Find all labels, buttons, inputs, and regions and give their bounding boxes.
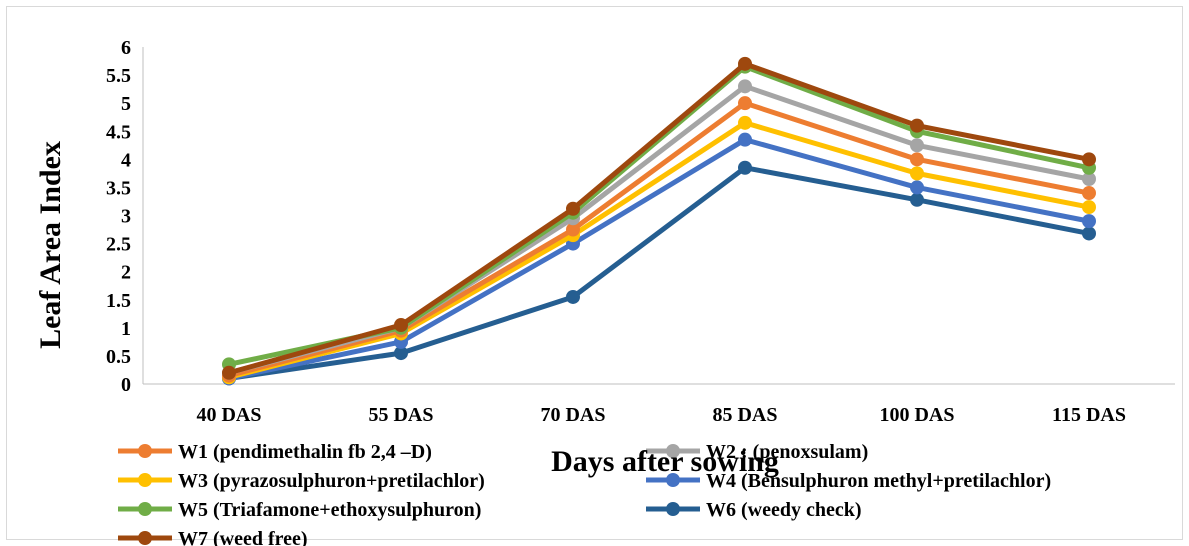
legend-swatch-marker: [138, 502, 152, 516]
data-point: [1082, 214, 1096, 229]
data-point: [394, 318, 408, 333]
data-point: [738, 132, 752, 147]
y-tick-label: 4.5: [106, 121, 131, 143]
series-line: [228, 64, 1090, 367]
series-3: [222, 115, 1096, 385]
legend-label: W5 (Triafamone+ethoxysulphuron): [178, 499, 481, 521]
series-line: [228, 137, 1090, 381]
series-layer: [222, 56, 1096, 386]
data-point: [394, 346, 408, 361]
data-point: [566, 201, 580, 216]
legend: W1 (pendimethalin fb 2,4 –D) W2 : (penoxs…: [118, 441, 1051, 546]
data-point: [1082, 171, 1096, 186]
y-tick-label: 1.5: [106, 290, 131, 312]
data-point: [910, 152, 924, 167]
legend-item: W1 (pendimethalin fb 2,4 –D): [118, 441, 432, 463]
data-point: [910, 138, 924, 153]
data-point: [1082, 200, 1096, 215]
x-tick-label: 85 DAS: [712, 404, 777, 426]
y-tick-label: 4: [121, 149, 131, 171]
data-point: [566, 289, 580, 304]
series-line: [228, 61, 1090, 376]
data-point: [738, 96, 752, 111]
legend-item: W6 (weedy check): [646, 499, 862, 521]
data-point: [222, 365, 236, 380]
y-tick-label: 0.5: [106, 346, 131, 368]
legend-swatch-marker: [138, 444, 152, 458]
legend-item: W2 : (penoxsulam): [646, 441, 868, 463]
legend-label: W2 : (penoxsulam): [706, 441, 868, 463]
data-point: [910, 166, 924, 181]
legend-label: W1 (pendimethalin fb 2,4 –D): [178, 441, 432, 463]
x-tick-label: 100 DAS: [879, 404, 954, 426]
data-point: [738, 115, 752, 130]
legend-item: W4 (Bensulphuron methyl+pretilachlor): [646, 470, 1051, 492]
axes: 0 0.5 1 1.5 2 2.5 3 3.5 4 4.5 5 5.5 6 40 DAS 55 DAS 70 …: [106, 37, 1175, 426]
legend-swatch-marker: [666, 473, 680, 487]
data-point: [738, 56, 752, 71]
series-line: [228, 100, 1090, 378]
x-tick-label: 40 DAS: [196, 404, 261, 426]
y-axis-label: Leaf Area Index: [34, 141, 67, 349]
data-point: [1082, 226, 1096, 241]
x-tick-label: 70 DAS: [540, 404, 605, 426]
series-7: [222, 56, 1096, 380]
legend-swatch-marker: [666, 444, 680, 458]
legend-label: W3 (pyrazosulphuron+pretilachlor): [178, 470, 485, 492]
y-tick-label: 5: [121, 93, 131, 115]
y-tick-label: 6: [121, 37, 131, 59]
legend-item: W3 (pyrazosulphuron+pretilachlor): [118, 470, 485, 492]
y-tick-label: 3.5: [106, 177, 131, 199]
data-point: [910, 118, 924, 133]
x-tick-label: 55 DAS: [368, 404, 433, 426]
y-tick-label: 3: [121, 206, 131, 228]
legend-item: W5 (Triafamone+ethoxysulphuron): [118, 499, 481, 521]
y-tick-label: 1: [121, 318, 131, 340]
y-tick-label: 5.5: [106, 65, 131, 87]
legend-swatch-marker: [138, 473, 152, 487]
legend-label: W6 (weedy check): [706, 499, 862, 521]
x-axis-label: Days after sowing: [551, 445, 779, 478]
y-tick-label: 2.5: [106, 234, 131, 256]
data-point: [566, 222, 580, 237]
series-line: [228, 120, 1090, 380]
data-point: [738, 160, 752, 175]
series-5: [222, 59, 1096, 372]
y-tick-label: 2: [121, 262, 131, 284]
y-tick-label: 0: [121, 374, 131, 396]
data-point: [1082, 186, 1096, 201]
data-point: [738, 79, 752, 94]
data-point: [910, 192, 924, 207]
data-point: [1082, 152, 1096, 167]
series-line: [228, 165, 1090, 381]
legend-swatch-marker: [138, 531, 152, 545]
legend-swatch-marker: [666, 502, 680, 516]
legend-label: W4 (Bensulphuron methyl+pretilachlor): [706, 470, 1051, 492]
x-tick-label: 115 DAS: [1052, 404, 1126, 426]
data-point: [910, 180, 924, 195]
legend-label: W7 (weed free): [178, 528, 308, 546]
legend-item: W7 (weed free): [118, 528, 308, 546]
chart-frame: [6, 6, 1183, 540]
